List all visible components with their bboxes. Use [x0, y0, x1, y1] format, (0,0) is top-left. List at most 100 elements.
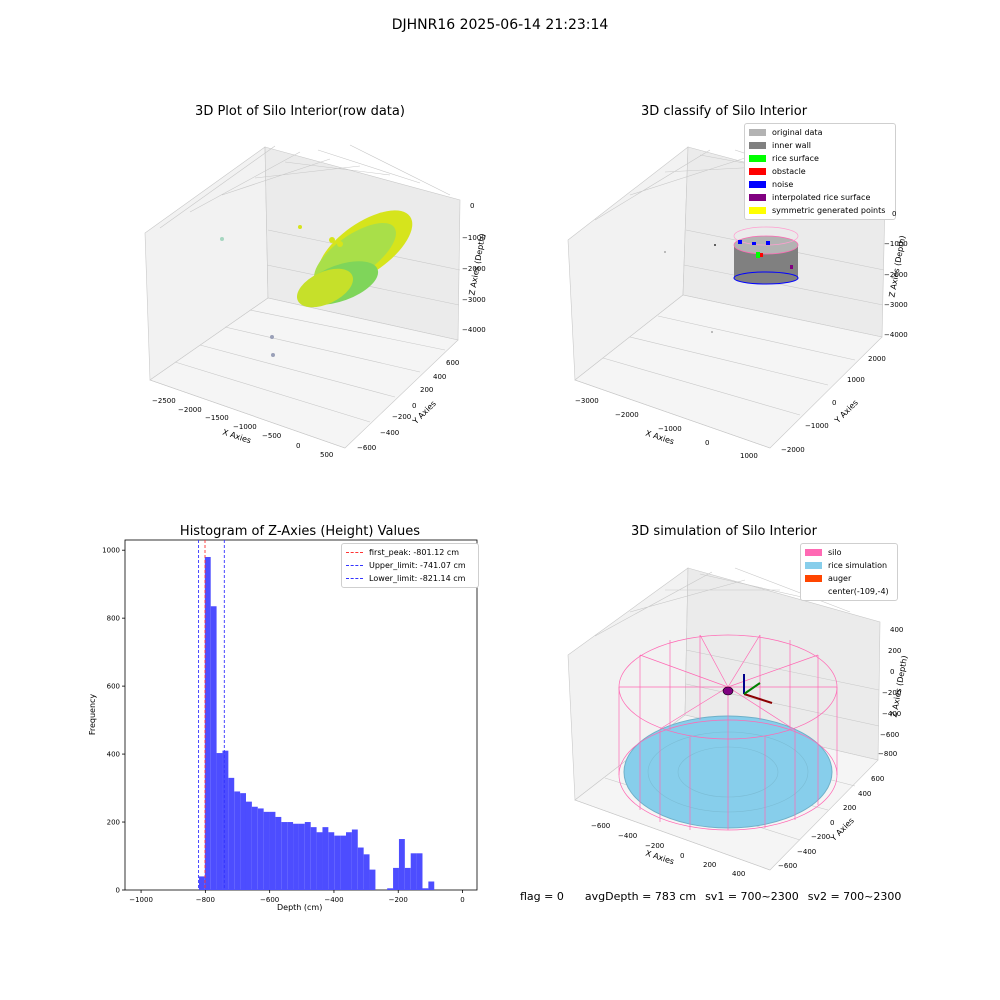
histogram-bar	[351, 829, 358, 890]
figure-title: DJHNR16 2025-06-14 21:23:14	[391, 17, 609, 33]
x-tick: −3000	[575, 397, 599, 405]
histogram-bar	[334, 835, 341, 890]
z-tick: −2000	[462, 265, 486, 273]
histogram-bar	[410, 853, 417, 890]
x-tick: 0	[680, 852, 685, 860]
panel-title-raw: 3D Plot of Silo Interior(row data)	[195, 104, 405, 119]
x-tick: 0	[296, 442, 301, 450]
legend-label: Lower_limit: -821.14 cm	[369, 574, 466, 583]
z-tick: 200	[888, 647, 902, 655]
y-tick: 600	[446, 359, 460, 367]
legend-label: center(-109,-4)	[828, 587, 889, 596]
x-tick: −2000	[178, 406, 202, 414]
legend-label: auger	[828, 574, 852, 583]
z-tick: −1000	[462, 234, 486, 242]
y-tick-label: 200	[107, 819, 120, 827]
histogram-bar	[346, 832, 352, 890]
histogram-bar	[393, 867, 399, 890]
flag-text: flag = 0	[520, 890, 564, 903]
z-tick: −2000	[884, 271, 908, 279]
histogram-bar	[257, 808, 264, 890]
histogram-bar	[222, 750, 229, 890]
legend-label: noise	[772, 180, 794, 189]
legend-swatch	[805, 575, 822, 582]
x-tick: 0	[705, 439, 710, 447]
x-tick: −1000	[233, 423, 257, 431]
histogram-bar	[357, 847, 364, 890]
histogram-bar	[228, 777, 235, 890]
legend-label: silo	[828, 548, 842, 557]
y-tick: 2000	[868, 355, 886, 363]
avg-depth-text: avgDepth = 783 cm	[584, 890, 697, 903]
histogram-bar	[269, 811, 276, 890]
z-tick: −3000	[884, 301, 908, 309]
histogram-bar	[234, 791, 241, 890]
x-tick: −2500	[152, 397, 176, 405]
z-tick: −800	[878, 750, 898, 758]
y-tick: 200	[843, 804, 857, 812]
panel-title-classify: 3D classify of Silo Interior	[640, 104, 808, 119]
y-tick: 1000	[847, 376, 865, 384]
legend-sim: silo rice simulation auger center(-109,-…	[800, 543, 898, 601]
y-tick-label: 0	[116, 887, 120, 895]
z-tick: −400	[882, 710, 902, 718]
legend-swatch	[749, 207, 766, 214]
legend-label: inner wall	[772, 141, 812, 150]
histogram-bar	[275, 816, 282, 890]
y-tick-label: 800	[107, 615, 120, 623]
histogram-bar	[298, 823, 305, 890]
legend-label: original data	[772, 128, 823, 137]
y-tick: −2000	[781, 446, 805, 454]
x-tick: −600	[591, 822, 611, 830]
z-tick: −200	[882, 689, 902, 697]
y-tick: −200	[392, 413, 412, 421]
y-tick: 0	[412, 402, 417, 410]
z-tick: 400	[890, 626, 904, 634]
panel-title-hist: Histogram of Z-Axies (Height) Values	[179, 524, 421, 539]
y-tick: 0	[832, 399, 837, 407]
legend-swatch	[749, 168, 766, 175]
y-tick-label: 1000	[102, 547, 120, 555]
histogram-bar	[363, 854, 370, 890]
y-tick: −400	[380, 429, 400, 437]
z-tick: −1000	[884, 240, 908, 248]
x-tick: 200	[703, 861, 717, 869]
legend-label: symmetric generated points	[772, 206, 886, 215]
histogram-bar	[287, 822, 294, 890]
x-tick-label: −1000	[129, 896, 153, 904]
z-tick: −4000	[884, 331, 908, 339]
legend-classify: original data inner wall rice surface ob…	[744, 123, 896, 220]
y-tick: −600	[778, 862, 798, 870]
y-tick: 400	[858, 790, 872, 798]
legend-line	[346, 565, 363, 566]
z-tick: 0	[470, 202, 475, 210]
y-tick: −200	[811, 833, 831, 841]
histogram-bar	[422, 888, 429, 890]
histogram-bar	[240, 793, 246, 890]
histogram-bar	[293, 823, 299, 890]
histogram-bar	[304, 822, 311, 890]
panel-title-sim: 3D simulation of Silo Interior	[631, 524, 817, 539]
z-tick: −3000	[462, 296, 486, 304]
y-tick-label: 600	[107, 683, 120, 691]
x-tick: −1500	[205, 414, 229, 422]
legend-swatch	[749, 129, 766, 136]
legend-swatch	[805, 588, 822, 595]
x-tick: −400	[618, 832, 638, 840]
histogram-bar	[416, 853, 423, 890]
legend-label: first_peak: -801.12 cm	[369, 548, 460, 557]
histogram-bar	[216, 753, 223, 890]
histogram-bar	[198, 876, 205, 890]
x-tick-label: −400	[324, 896, 343, 904]
histogram-bar	[404, 867, 411, 890]
x-tick-label: −800	[196, 896, 215, 904]
histogram-bar	[369, 869, 376, 890]
legend-label: obstacle	[772, 167, 806, 176]
histogram-bar	[245, 801, 252, 890]
z-tick: −4000	[462, 326, 486, 334]
legend-hist: first_peak: -801.12 cm Upper_limit: -741…	[341, 543, 479, 588]
legend-swatch	[749, 181, 766, 188]
sv2-text: sv2 = 700~2300	[807, 890, 902, 903]
